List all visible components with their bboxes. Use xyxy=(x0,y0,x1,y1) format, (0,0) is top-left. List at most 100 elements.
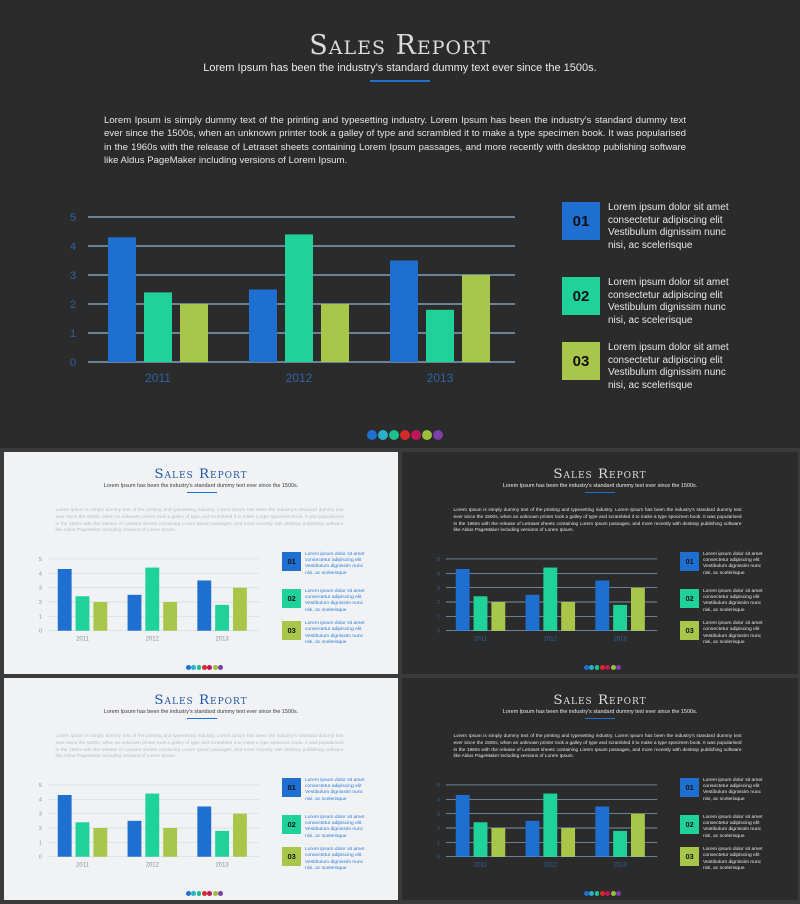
y-tick-label: 2 xyxy=(70,299,76,311)
title-underline xyxy=(187,717,217,719)
nav-dot[interactable] xyxy=(196,890,202,896)
legend-text: Lorem ipsum dolor sit amet consectetur a… xyxy=(304,551,365,576)
x-tick-label: 2012 xyxy=(145,863,158,868)
nav-dot[interactable] xyxy=(583,664,589,670)
y-tick-label: 4 xyxy=(39,798,42,804)
nav-dot[interactable] xyxy=(196,664,202,670)
y-tick-label: 2 xyxy=(39,600,42,606)
title-underline xyxy=(585,491,615,493)
nav-dot[interactable] xyxy=(191,890,197,896)
y-tick-label: 3 xyxy=(39,812,42,818)
nav-dot[interactable] xyxy=(433,430,443,440)
nav-dot[interactable] xyxy=(191,664,197,670)
legend-item-02: 02 Lorem ipsum dolor sit amet consectetur… xyxy=(562,277,738,327)
legend-badge: 01 xyxy=(282,777,301,797)
nav-dot[interactable] xyxy=(367,430,377,440)
main-slide: Sales Report Lorem Ipsum has been the ind… xyxy=(0,0,800,448)
bar-chart: 0 1 2 3 4 5 2011 2012 2013 xyxy=(39,783,259,869)
nav-dot[interactable] xyxy=(616,890,622,896)
body-paragraph: Lorem Ipsum is simply dummy text of the … xyxy=(104,115,686,167)
y-tick-label: 5 xyxy=(39,557,42,563)
x-tick-label: 2012 xyxy=(286,371,313,385)
y-tick-label: 5 xyxy=(437,783,440,789)
nav-dot[interactable] xyxy=(411,430,421,440)
y-tick-label: 0 xyxy=(70,357,76,369)
y-tick-label: 5 xyxy=(437,557,440,563)
legend-item-01: 01 Lorem ipsum dolor sit amet consectetur… xyxy=(680,777,767,803)
bar-2012-series-1 xyxy=(127,595,142,632)
y-tick-label: 1 xyxy=(39,841,42,847)
thumbnail-slide-light-2[interactable]: Sales Report Lorem Ipsum has been the ind… xyxy=(4,678,398,900)
nav-dot[interactable] xyxy=(422,430,432,440)
x-tick-label: 2012 xyxy=(145,637,158,642)
legend-text: Lorem ipsum dolor sit amet consectetur a… xyxy=(304,777,365,802)
nav-dot[interactable] xyxy=(212,890,218,896)
nav-dot[interactable] xyxy=(212,664,218,670)
slide-nav-dots xyxy=(583,664,622,670)
legend-item-01: 01 Lorem ipsum dolor sit amet consectetur… xyxy=(282,777,369,803)
nav-dot[interactable] xyxy=(218,890,224,896)
bar-chart: 0 1 2 3 4 5 2011 2012 2013 xyxy=(437,783,657,869)
thumbnail-slide-light-1[interactable]: Sales Report Lorem Ipsum has been the ind… xyxy=(4,452,398,674)
legend-item-03: 03 Lorem ipsum dolor sit amet consectetur… xyxy=(680,847,767,872)
bar-2013-series-1 xyxy=(595,806,609,858)
y-tick-label: 1 xyxy=(437,841,440,847)
nav-dot[interactable] xyxy=(616,664,622,670)
bar-2011-series-3 xyxy=(93,828,107,858)
nav-dot[interactable] xyxy=(599,664,605,670)
slide-title: Sales Report xyxy=(553,466,647,482)
nav-dot[interactable] xyxy=(201,890,207,896)
legend-badge: 02 xyxy=(562,277,600,315)
bar-2013-series-2 xyxy=(612,831,627,858)
nav-dot[interactable] xyxy=(610,890,616,896)
legend-text: Lorem ipsum dolor sit amet consectetur a… xyxy=(702,847,763,871)
bar-2013-series-3 xyxy=(232,814,247,858)
nav-dot[interactable] xyxy=(594,664,600,670)
nav-dot[interactable] xyxy=(389,430,399,440)
y-tick-label: 0 xyxy=(437,629,440,635)
legend-text: Lorem ipsum dolor sit amet consectetur a… xyxy=(608,342,729,391)
bar-2011-series-2 xyxy=(473,822,488,858)
legend-item-03: 03 Lorem ipsum dolor sit amet consectetur… xyxy=(282,621,369,646)
nav-dot[interactable] xyxy=(207,664,213,670)
body-paragraph: Lorem Ipsum is simply dummy text of the … xyxy=(453,734,742,760)
bar-2012-series-1 xyxy=(525,821,540,858)
nav-dot[interactable] xyxy=(185,890,191,896)
bar-2012-series-2 xyxy=(145,568,159,632)
title-underline xyxy=(585,717,615,719)
nav-dot[interactable] xyxy=(589,664,595,670)
nav-dot[interactable] xyxy=(207,890,213,896)
thumbnail-slide-dark-1[interactable]: Sales Report Lorem Ipsum has been the ind… xyxy=(402,452,798,674)
legend-item-02: 02 Lorem ipsum dolor sit amet consectetur… xyxy=(680,589,767,614)
nav-dot[interactable] xyxy=(201,664,207,670)
y-tick-label: 4 xyxy=(70,241,76,253)
nav-dot[interactable] xyxy=(589,890,595,896)
legend-item-03: 03 Lorem ipsum dolor sit amet consectetur… xyxy=(562,342,738,392)
nav-dot[interactable] xyxy=(610,664,616,670)
nav-dot[interactable] xyxy=(594,890,600,896)
legend-badge: 01 xyxy=(680,551,699,571)
legend-text: Lorem ipsum dolor sit amet consectetur a… xyxy=(702,589,763,613)
legend-badge: 01 xyxy=(562,202,600,240)
bar-2013-series-3 xyxy=(232,588,247,632)
x-tick-label: 2013 xyxy=(613,863,627,868)
nav-dot[interactable] xyxy=(218,664,224,670)
x-tick-label: 2011 xyxy=(76,637,89,642)
nav-dot[interactable] xyxy=(185,664,191,670)
nav-dot[interactable] xyxy=(599,890,605,896)
slide-title: Sales Report xyxy=(154,692,248,708)
thumbnail-slide-dark-2[interactable]: Sales Report Lorem Ipsum has been the ind… xyxy=(402,678,798,900)
x-tick-label: 2012 xyxy=(543,863,556,868)
legend-text: Lorem ipsum dolor sit amet consectetur a… xyxy=(304,815,365,839)
nav-dot[interactable] xyxy=(605,664,611,670)
slide-subtitle: Lorem Ipsum has been the industry's stan… xyxy=(502,482,698,489)
nav-dot[interactable] xyxy=(378,430,388,440)
nav-dot[interactable] xyxy=(605,890,611,896)
nav-dot[interactable] xyxy=(583,890,589,896)
nav-dot[interactable] xyxy=(400,430,410,440)
slide-title: Sales Report xyxy=(309,30,491,61)
x-tick-label: 2013 xyxy=(215,863,229,868)
bar-2012-series-2 xyxy=(145,794,159,858)
bar-2013-series-3 xyxy=(462,275,490,362)
bar-2012-series-1 xyxy=(525,595,540,632)
